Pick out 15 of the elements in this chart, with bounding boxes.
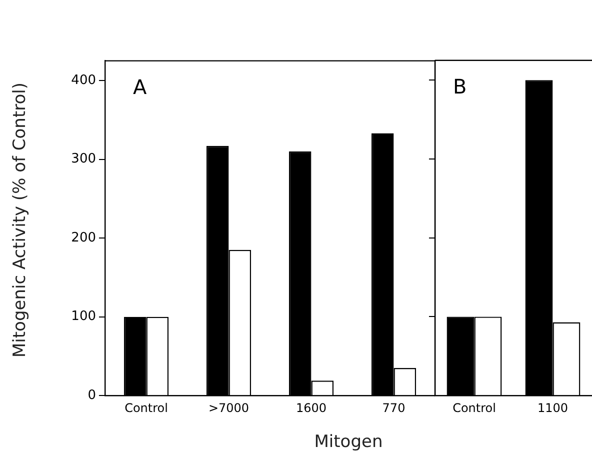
y-tick-label: 400 — [71, 72, 96, 88]
x-tick-label: >7000 — [208, 400, 250, 415]
x-tick-label: 1100 — [537, 400, 568, 415]
annotation: B — [453, 74, 467, 99]
y-tick-label: 200 — [71, 230, 96, 246]
x-tick-label: Control — [452, 400, 496, 415]
x-tick-label: 1600 — [296, 400, 327, 415]
y-tick-label: 0 — [88, 388, 96, 403]
y-tick-label: 100 — [71, 309, 96, 324]
annotation: A — [133, 75, 147, 100]
x-axis-title: Mitogen — [313, 432, 384, 452]
y-axis-title: Mitogenic Activity (% of Control) — [10, 82, 30, 360]
x-tick-label: 770 — [382, 400, 406, 415]
y-tick-label: 300 — [71, 152, 96, 167]
x-tick-label: Control — [124, 400, 168, 415]
